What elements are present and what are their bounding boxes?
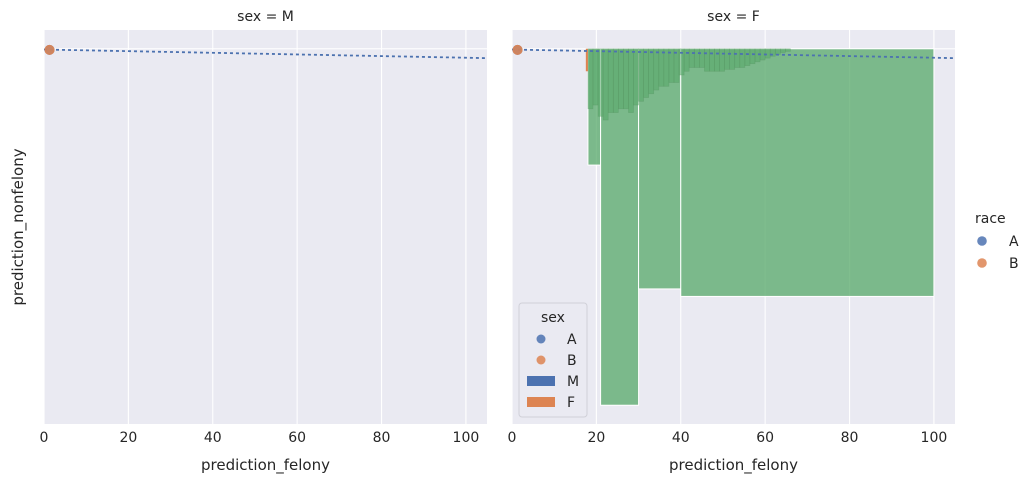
x-tick-label: 40: [204, 430, 222, 446]
x-axis-label: prediction_felony: [201, 456, 330, 475]
histogram-fine-bar: [602, 48, 609, 121]
histogram-fine-bar: [592, 48, 599, 106]
histogram-fine-bar: [668, 48, 675, 83]
x-tick-label: 20: [587, 430, 605, 446]
histogram-fine-bar: [729, 48, 736, 70]
x-tick-label: 80: [373, 430, 391, 446]
plot-background: [44, 30, 487, 424]
x-tick-label: 80: [841, 430, 859, 446]
y-axis-label: prediction_nonfelony: [9, 148, 28, 305]
panel-m: 0 20 40 60 80 100 sex = M prediction_felony: [40, 9, 488, 475]
histogram-fine-bar: [780, 48, 786, 53]
histogram-fine-bar: [709, 48, 715, 72]
histogram-fine-bar: [739, 48, 746, 68]
histogram-fine-bar: [744, 48, 751, 66]
histogram-fine-bar: [699, 48, 705, 68]
histogram-fine-bar: [754, 48, 761, 63]
legend-label: M: [567, 374, 579, 390]
legend-marker-patch: [527, 397, 555, 407]
legend-label: A: [567, 332, 577, 348]
histogram-fine-bar: [618, 48, 624, 110]
x-tick-label: 60: [288, 430, 306, 446]
legend-frame: [518, 302, 588, 418]
histogram-fine-bar: [774, 48, 781, 55]
histogram-fine-bar: [688, 48, 695, 68]
legend-label: A: [1009, 234, 1019, 250]
legend-marker-patch: [527, 376, 555, 386]
legend-marker-circle: [536, 355, 546, 365]
histogram-fine-bar: [749, 48, 756, 65]
histogram-fine-bar: [597, 48, 604, 117]
legend-label: B: [567, 353, 577, 369]
panel-title: sex = M: [237, 9, 294, 25]
histogram-bar: [680, 48, 935, 297]
x-tick-label: 100: [453, 430, 480, 446]
histogram-fine-bar: [633, 48, 639, 106]
histogram-fine-bar: [704, 48, 710, 72]
x-tick-label: 0: [508, 430, 517, 446]
histogram-fine-bar: [693, 48, 700, 68]
histogram: [585, 48, 935, 406]
x-tick-label: 60: [756, 430, 774, 446]
histogram-fine-bar: [623, 48, 629, 110]
histogram-fine-bar: [653, 48, 660, 91]
histogram-fine-bar: [734, 48, 741, 68]
legend-label: B: [1009, 256, 1019, 272]
histogram-fine-bar: [587, 48, 594, 110]
histogram-outline-bar: [585, 48, 588, 72]
x-tick-label: 100: [921, 430, 948, 446]
scatter-point: [512, 44, 523, 55]
histogram-fine-bar: [648, 48, 655, 95]
x-tick-label: 40: [672, 430, 690, 446]
histogram-fine-bar: [607, 48, 614, 113]
panel-title: sex = F: [707, 9, 760, 25]
histogram-fine-bar: [638, 48, 644, 102]
x-tick-label: 20: [119, 430, 137, 446]
histogram-fine-bar: [628, 48, 634, 113]
x-axis-label: prediction_felony: [669, 456, 798, 475]
histogram-fine-bar: [612, 48, 619, 113]
panel-f: 0 20 40 60 80 100 sex = F prediction_felony sexA…: [508, 9, 956, 475]
histogram-fine-bar: [663, 48, 670, 87]
legend-title: sex: [541, 310, 565, 326]
x-tick-label: 0: [40, 430, 49, 446]
legend-label: F: [567, 395, 575, 411]
histogram-fine-bar: [643, 48, 649, 98]
histogram-fine-bar: [719, 48, 725, 72]
histogram-fine-bar: [785, 48, 791, 52]
histogram-fine-bar: [724, 48, 731, 70]
histogram-fine-bar: [764, 48, 771, 59]
legend-marker-circle: [536, 334, 546, 344]
regression-line: [43, 48, 488, 60]
histogram-fine-bar: [658, 48, 665, 87]
scatter-point: [44, 44, 55, 55]
legend-marker-circle: [977, 236, 987, 246]
histogram-fine-bar: [714, 48, 720, 72]
regression-line: [511, 48, 956, 60]
histogram-fine-bar: [673, 48, 680, 83]
legend-marker-circle: [977, 258, 987, 268]
legend-title: race: [975, 211, 1006, 227]
